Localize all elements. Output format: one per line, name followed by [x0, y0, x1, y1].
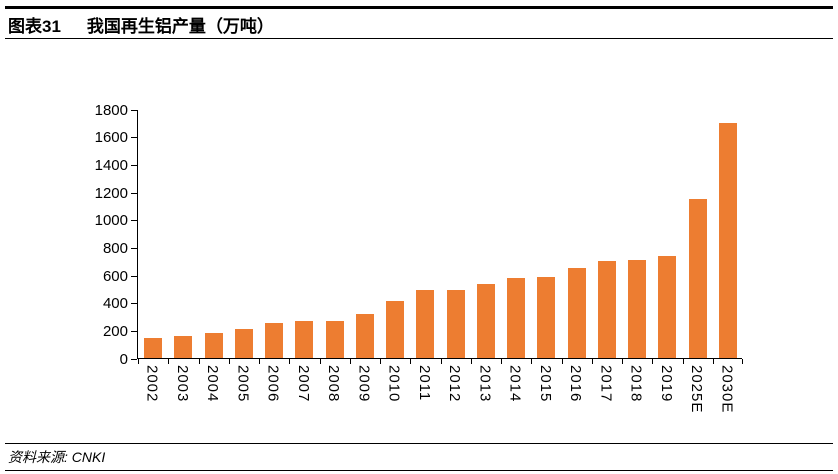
y-axis-tick: [131, 192, 137, 194]
x-axis-tick: [380, 359, 381, 364]
y-axis-label: 800: [102, 239, 128, 257]
plot-area: [131, 109, 743, 364]
header-rule-thick: [5, 6, 833, 9]
bar-2013: [476, 284, 495, 358]
bar-2017: [597, 261, 616, 358]
x-axis-label: 2018: [627, 365, 645, 403]
y-axis-label: 600: [102, 267, 128, 285]
y-axis-label: 200: [102, 322, 128, 340]
y-axis-label: 1400: [94, 156, 128, 174]
y-axis-tick: [131, 137, 137, 139]
x-axis-tick: [470, 359, 472, 364]
chart-title: 我国再生铝产量（万吨）: [86, 17, 274, 36]
y-axis-tick: [131, 247, 137, 249]
x-axis-label: 2005: [234, 365, 252, 403]
x-axis-tick: [712, 359, 714, 364]
x-axis-tick: [289, 359, 291, 364]
x-axis-tick: [168, 359, 170, 364]
x-axis-label: 2011: [415, 365, 433, 402]
x-axis-tick: [349, 359, 351, 364]
y-axis-label: 1200: [94, 184, 128, 202]
x-axis-label: 2009: [355, 365, 373, 403]
figure-label: 图表31: [8, 17, 61, 36]
bar-2018: [628, 259, 647, 358]
bar-2004: [204, 333, 223, 358]
x-axis-tick: [198, 359, 200, 364]
y-axis-label: 1600: [94, 129, 128, 147]
bar-2030E: [718, 122, 737, 358]
bar-2019: [658, 256, 677, 358]
bar-2015: [537, 277, 556, 358]
footer-rule-bottom: [5, 470, 833, 471]
y-axis-label: 400: [102, 295, 128, 313]
x-axis-label: 2014: [506, 365, 524, 403]
x-axis-tick: [440, 359, 442, 364]
bar-2010: [386, 301, 405, 358]
y-axis-tick: [131, 164, 137, 166]
bar-2006: [265, 323, 284, 358]
y-axis-tick: [131, 359, 137, 360]
bar-2002: [144, 337, 163, 358]
header-rule-thin: [5, 38, 833, 39]
x-axis-tick: [501, 359, 502, 364]
x-axis-label: 2030E: [718, 365, 736, 414]
bar-2025E: [688, 198, 707, 358]
x-axis-label: 2016: [567, 365, 585, 403]
source-text: 资料来源: CNKI: [8, 449, 106, 465]
y-axis-tick: [131, 109, 137, 111]
bar-2008: [325, 320, 344, 358]
y-axis-tick: [131, 330, 137, 332]
x-axis-tick: [591, 359, 593, 364]
x-axis-label: 2025E: [688, 365, 706, 414]
x-axis-tick: [259, 359, 260, 364]
x-axis-tick: [561, 359, 563, 364]
x-axis-tick: [410, 359, 412, 364]
x-axis-tick: [652, 359, 654, 364]
y-axis-label: 1800: [94, 101, 128, 119]
bar-2012: [446, 290, 465, 358]
x-axis-tick: [742, 359, 743, 364]
y-axis-tick: [131, 220, 137, 222]
x-axis-label: 2019: [657, 365, 675, 403]
x-axis-tick: [531, 359, 533, 364]
bar-2003: [174, 335, 193, 358]
x-axis-tick: [682, 359, 684, 364]
x-axis-label: 2008: [325, 365, 343, 403]
x-axis-label: 2013: [476, 365, 494, 403]
x-axis-label: 2015: [536, 365, 554, 403]
footer-rule-top: [5, 443, 833, 444]
x-axis-label: 2007: [294, 365, 312, 403]
y-axis-tick: [131, 275, 137, 277]
x-axis-label: 2004: [204, 365, 222, 403]
x-axis-label: 2006: [264, 365, 282, 403]
x-axis-label: 2003: [173, 365, 191, 403]
x-axis-tick: [319, 359, 321, 364]
y-axis-tick: [131, 303, 137, 305]
chart-header: 图表31 我国再生铝产量（万吨）: [8, 12, 274, 37]
y-axis-label: 0: [119, 350, 128, 368]
bar-2009: [355, 313, 374, 358]
bar-2005: [234, 328, 253, 358]
x-axis-label: 2017: [597, 365, 615, 403]
x-axis-tick: [138, 359, 139, 364]
y-axis-label: 1000: [94, 212, 128, 230]
x-axis-label: 2012: [446, 365, 464, 403]
x-axis-label: 2002: [143, 365, 161, 403]
x-axis-label: 2010: [385, 365, 403, 403]
x-axis-tick: [228, 359, 230, 364]
bar-2011: [416, 290, 435, 358]
bar-2016: [567, 268, 586, 358]
bar-2007: [295, 321, 314, 358]
x-axis-tick: [622, 359, 623, 364]
bar-2014: [507, 278, 526, 358]
